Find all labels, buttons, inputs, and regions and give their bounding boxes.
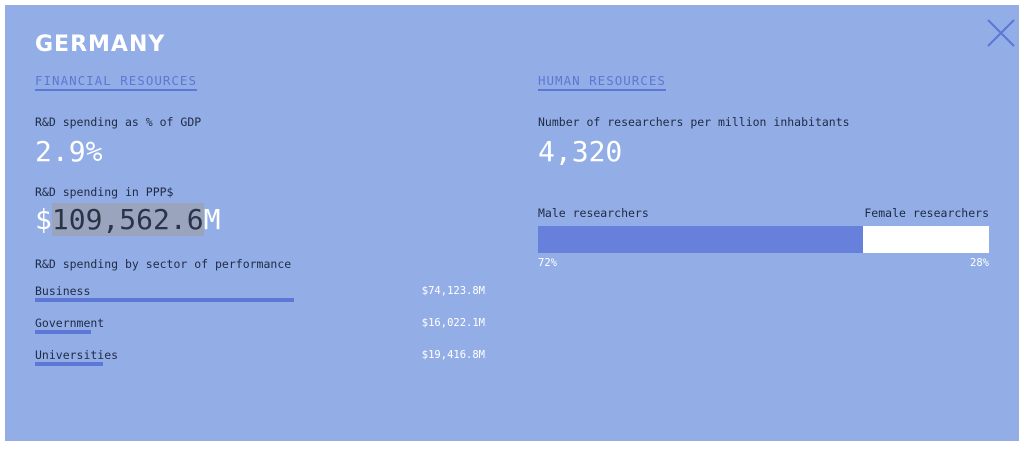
- gdp-share-label: R&D spending as % of GDP: [35, 115, 202, 129]
- financial-resources-heading: FINANCIAL RESOURCES: [35, 73, 197, 91]
- gdp-share-value: 2.9%: [35, 135, 103, 168]
- country-title: GERMANY: [35, 32, 166, 57]
- ppp-prefix: $: [35, 203, 52, 236]
- sector-name-government: Government: [35, 316, 105, 330]
- sector-bar-business: [35, 298, 294, 302]
- sector-name-universities: Universities: [35, 348, 119, 362]
- sector-value-government: $16,022.1M: [421, 317, 485, 329]
- male-share-percent: 72%: [538, 257, 557, 269]
- sector-bar-government: [35, 330, 91, 334]
- human-resources-heading: HUMAN RESOURCES: [538, 73, 666, 91]
- researchers-value: 4,320: [538, 135, 623, 168]
- ppp-number-selected: 109,562.6: [51, 203, 204, 236]
- sector-value-universities: $19,416.8M: [421, 349, 485, 361]
- female-researchers-label: Female researchers: [864, 206, 989, 220]
- sector-name-business: Business: [35, 284, 91, 298]
- sector-value-business: $74,123.8M: [421, 285, 485, 297]
- sector-bar-universities: [35, 362, 103, 366]
- researchers-label: Number of researchers per million inhabi…: [538, 115, 850, 129]
- ppp-spending-value: $109,562.6M: [35, 203, 220, 237]
- female-share-percent: 28%: [970, 257, 989, 269]
- gender-split-bar: [538, 226, 989, 253]
- male-share-fill: [538, 226, 863, 253]
- ppp-spending-label: R&D spending in PPP$: [35, 185, 174, 199]
- sector-label: R&D spending by sector of performance: [35, 257, 292, 271]
- ppp-suffix: M: [203, 203, 221, 236]
- country-detail-panel: GERMANY FINANCIAL RESOURCES R&D spending…: [5, 5, 1019, 441]
- close-icon[interactable]: [985, 17, 1017, 49]
- male-researchers-label: Male researchers: [538, 206, 649, 220]
